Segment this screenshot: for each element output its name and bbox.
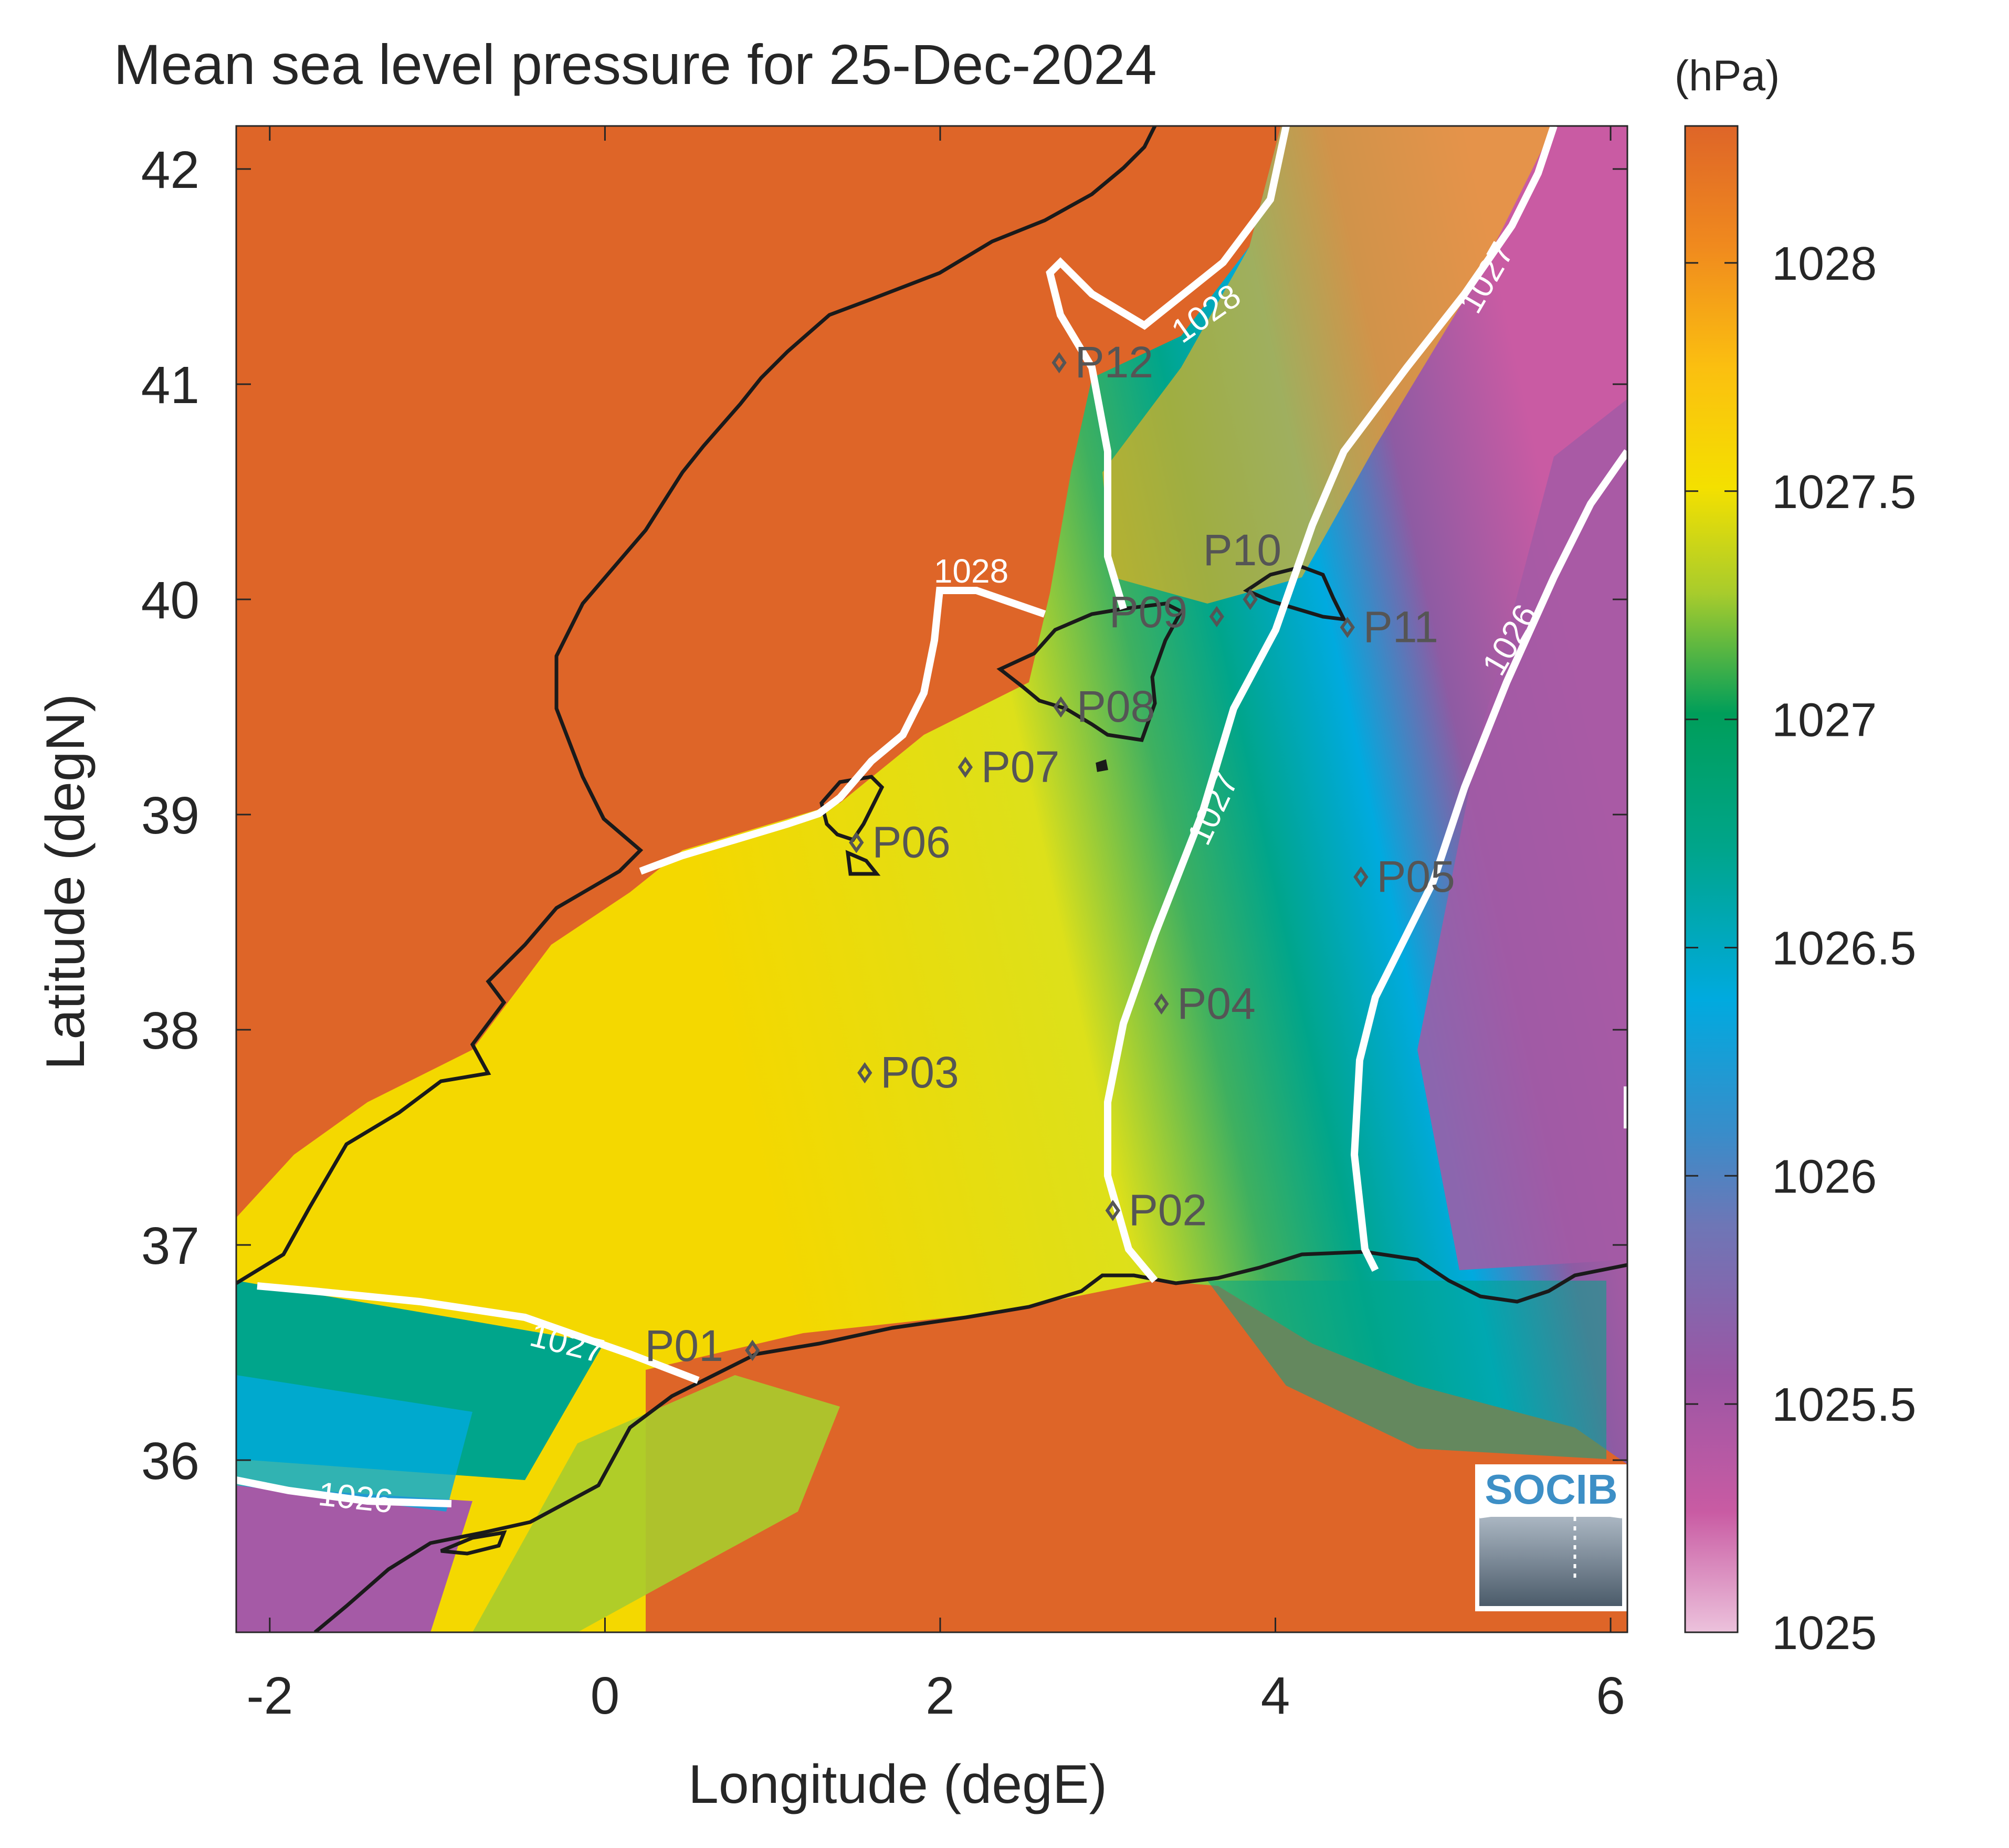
y-tick-label: 38 xyxy=(141,1001,199,1060)
station-label-p05: P05 xyxy=(1376,852,1455,901)
units-label: (hPa) xyxy=(1675,52,1780,100)
isobar-1027-east xyxy=(1104,126,1558,1283)
socib-logo-text: SOCIB xyxy=(1485,1466,1617,1513)
pressure-field-africa xyxy=(646,1281,1627,1632)
y-tick-label: 39 xyxy=(141,786,199,845)
pressure-field-africa-coastal-mix xyxy=(472,1375,840,1632)
station-marker-p09 xyxy=(1209,606,1224,628)
coastline-alboran-island xyxy=(440,1530,507,1556)
y-tick-label: 42 xyxy=(141,141,199,199)
station-marker-p08 xyxy=(1053,696,1069,718)
colorbar-tick-label: 1026.5 xyxy=(1772,922,1916,975)
station-marker-p05 xyxy=(1353,866,1369,888)
y-axis: 36 37 38 39 40 41 42 xyxy=(141,141,1627,1491)
isobar-1026-east xyxy=(1350,449,1627,1272)
station-marker-p02 xyxy=(1105,1200,1120,1221)
station-label-p09: P09 xyxy=(1109,587,1187,637)
station-label-p11: P11 xyxy=(1363,602,1438,651)
coastline-cabrera xyxy=(1096,759,1108,772)
map-title: Mean sea level pressure for 25-Dec-2024 xyxy=(113,33,1156,96)
coastline-formentera xyxy=(845,850,881,876)
colorbar-tick-label: 1027 xyxy=(1772,694,1877,747)
pressure-field-low-east xyxy=(1417,399,1627,1270)
station-label-p03: P03 xyxy=(880,1048,959,1097)
pressure-field-africa-east-mix xyxy=(1207,1281,1606,1459)
colorbar-tick-label: 1026 xyxy=(1772,1150,1877,1203)
pressure-field-band-north xyxy=(1102,126,1554,604)
coastline-iberia xyxy=(236,126,1157,1285)
y-tick-label: 36 xyxy=(141,1432,199,1491)
map-frame xyxy=(235,125,1628,1633)
colorbar-tick-label: 1028 xyxy=(1772,238,1877,290)
colorbar-tick-label: 1025.5 xyxy=(1772,1379,1916,1431)
colorbar: 1025 1025.5 1026 1026.5 1027 1027.5 1028 xyxy=(1684,125,1916,1660)
station-marker-p01 xyxy=(745,1339,760,1361)
pressure-field-low-southwest xyxy=(236,1485,472,1632)
x-tick-label: -2 xyxy=(246,1666,293,1725)
colorbar-ticks: 1025 1025.5 1026 1026.5 1027 1027.5 1028 xyxy=(1685,238,1916,1660)
y-tick-label: 41 xyxy=(141,356,199,415)
socib-logo: SOCIB xyxy=(1475,1464,1627,1611)
station-label-p12: P12 xyxy=(1075,337,1153,387)
station-marker-p06 xyxy=(849,832,864,853)
y-tick-label: 40 xyxy=(141,571,199,630)
station-label-p07: P07 xyxy=(981,742,1059,791)
x-tick-label: 6 xyxy=(1596,1666,1625,1725)
station-label-p04: P04 xyxy=(1177,979,1255,1028)
x-tick-label: 2 xyxy=(925,1666,955,1725)
station-marker-p04 xyxy=(1154,993,1169,1015)
station-label-p06: P06 xyxy=(872,817,950,867)
x-axis: -2 0 2 4 6 xyxy=(246,126,1625,1725)
station-marker-p10 xyxy=(1243,588,1258,610)
coastline-north-africa xyxy=(313,1250,1627,1632)
isobar-1026-southwest xyxy=(236,1476,452,1507)
y-tick-label: 37 xyxy=(141,1217,199,1275)
station-label-p02: P02 xyxy=(1129,1185,1207,1234)
y-axis-label: Latitude (degN) xyxy=(35,694,96,1070)
colorbar-tick-label: 1025 xyxy=(1772,1607,1877,1660)
pressure-field-sea-blue-west xyxy=(236,1375,472,1512)
contour-label-1026-southwest: 1026 xyxy=(317,1475,395,1520)
x-tick-label: 4 xyxy=(1261,1666,1290,1725)
colorbar-tick-label: 1027.5 xyxy=(1772,466,1916,519)
contour-label-1028-west: 1028 xyxy=(934,552,1008,590)
isobar-1028-west xyxy=(639,587,1046,875)
station-label-p10: P10 xyxy=(1203,525,1281,575)
colorbar-ramp xyxy=(1684,125,1739,1633)
station-markers: P01 P02 P03 P04 P05 P06 P07 P08 P09 P10 P11 P12 xyxy=(645,337,1455,1370)
isobar-1027-southwest xyxy=(257,1282,700,1384)
map-plot-area: 1028 1028 1027 1027 1027 1026 1026 P01P0… xyxy=(236,126,1627,1632)
station-marker-p11 xyxy=(1340,617,1355,638)
station-marker-p07 xyxy=(958,756,973,778)
station-marker-p03 xyxy=(857,1062,872,1084)
x-tick-label: 0 xyxy=(591,1666,620,1725)
x-axis-label: Longitude (degE) xyxy=(688,1754,1107,1815)
station-label-p01: P01 xyxy=(645,1321,723,1370)
pressure-field-high-northwest xyxy=(236,126,1281,1218)
isobar-1028-north xyxy=(1046,126,1290,610)
station-label-p08: P08 xyxy=(1077,682,1155,731)
station-marker-p12 xyxy=(1051,352,1067,374)
